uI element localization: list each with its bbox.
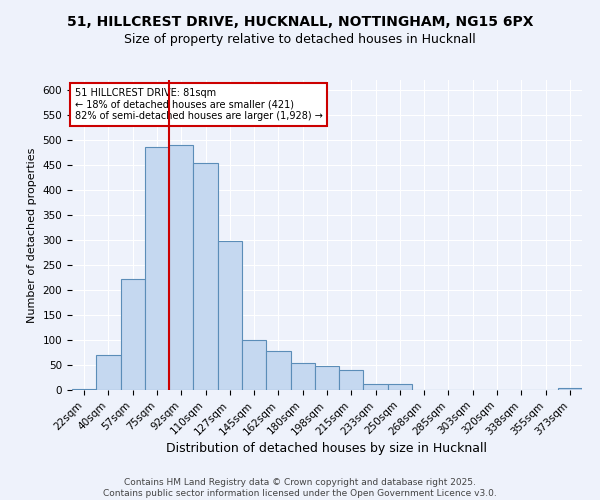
Bar xyxy=(193,162,218,390)
Bar xyxy=(558,388,582,390)
Text: 51 HILLCREST DRIVE: 81sqm
← 18% of detached houses are smaller (421)
82% of semi: 51 HILLCREST DRIVE: 81sqm ← 18% of detac… xyxy=(74,88,322,121)
Y-axis label: Number of detached properties: Number of detached properties xyxy=(27,148,37,322)
Bar xyxy=(290,362,315,390)
Text: 51, HILLCREST DRIVE, HUCKNALL, NOTTINGHAM, NG15 6PX: 51, HILLCREST DRIVE, HUCKNALL, NOTTINGHA… xyxy=(67,15,533,29)
Bar xyxy=(145,146,169,390)
Bar xyxy=(218,241,242,390)
Bar xyxy=(339,370,364,390)
Bar xyxy=(388,384,412,390)
X-axis label: Distribution of detached houses by size in Hucknall: Distribution of detached houses by size … xyxy=(167,442,487,455)
Bar xyxy=(96,355,121,390)
Bar xyxy=(242,340,266,390)
Bar xyxy=(169,145,193,390)
Bar xyxy=(315,366,339,390)
Text: Contains HM Land Registry data © Crown copyright and database right 2025.
Contai: Contains HM Land Registry data © Crown c… xyxy=(103,478,497,498)
Bar xyxy=(266,351,290,390)
Bar xyxy=(121,279,145,390)
Text: Size of property relative to detached houses in Hucknall: Size of property relative to detached ho… xyxy=(124,32,476,46)
Bar xyxy=(72,389,96,390)
Bar xyxy=(364,384,388,390)
